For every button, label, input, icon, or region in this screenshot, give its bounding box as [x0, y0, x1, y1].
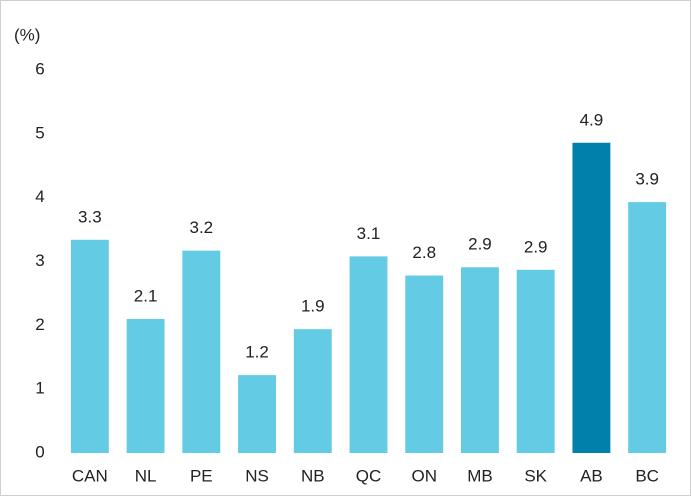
- y-tick-label: 1: [35, 379, 44, 398]
- x-tick-label: NL: [135, 466, 157, 485]
- bar: [182, 250, 221, 453]
- y-tick-label: 6: [35, 59, 44, 78]
- data-label: 1.2: [245, 343, 269, 362]
- bar: [293, 329, 332, 453]
- data-label: 2.9: [468, 235, 492, 254]
- bar: [126, 318, 165, 453]
- data-label: 2.8: [412, 243, 436, 262]
- x-tick-label: AB: [580, 466, 603, 485]
- data-label: 3.9: [635, 170, 659, 189]
- data-label: 3.1: [357, 224, 381, 243]
- data-label: 3.3: [78, 207, 102, 226]
- y-tick-label: 0: [35, 442, 44, 461]
- data-label: 3.2: [189, 218, 213, 237]
- bar: [70, 239, 109, 453]
- bar: [349, 256, 388, 453]
- y-axis-label: (%): [14, 25, 40, 44]
- data-label: 4.9: [580, 110, 604, 129]
- x-tick-label: MB: [467, 466, 493, 485]
- bar: [461, 267, 499, 453]
- y-tick-label: 5: [35, 123, 44, 142]
- bar: [572, 142, 611, 453]
- bar: [516, 269, 555, 453]
- x-tick-label: SK: [524, 466, 547, 485]
- bar: [628, 202, 667, 453]
- data-label: 1.9: [301, 297, 325, 316]
- y-tick-label: 4: [35, 187, 44, 206]
- data-label: 2.9: [524, 237, 548, 256]
- data-label: 2.1: [134, 286, 158, 305]
- bar: [238, 375, 276, 453]
- x-tick-label: PE: [190, 466, 213, 485]
- x-tick-label: BC: [635, 466, 659, 485]
- y-tick-label: 2: [35, 315, 44, 334]
- x-tick-label: ON: [411, 466, 437, 485]
- bar: [405, 275, 444, 453]
- x-tick-label: CAN: [72, 466, 108, 485]
- x-tick-label: QC: [356, 466, 382, 485]
- y-tick-label: 3: [35, 251, 44, 270]
- x-tick-label: NS: [245, 466, 269, 485]
- x-tick-label: NB: [301, 466, 325, 485]
